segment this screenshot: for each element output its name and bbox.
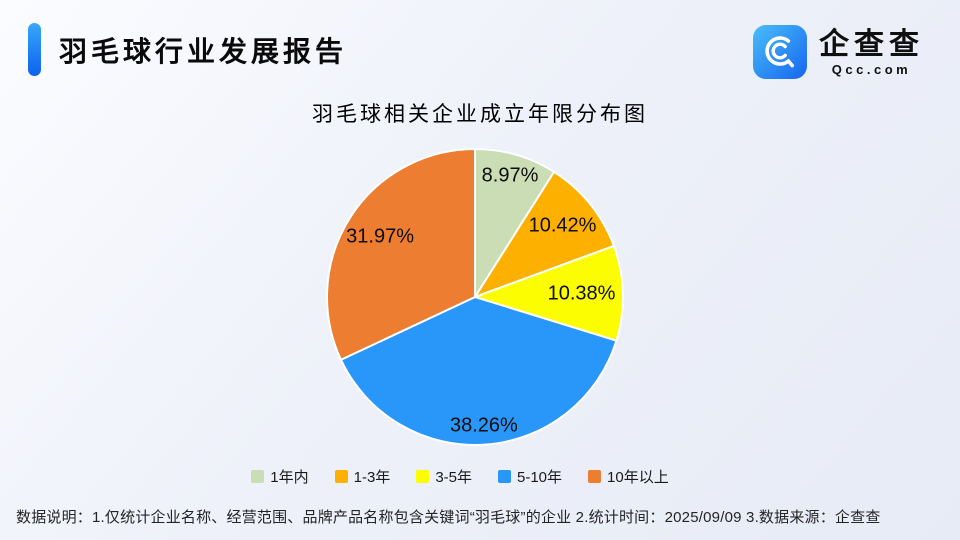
pie-slice-3-5年[interactable] <box>474 244 624 342</box>
legend-swatch <box>334 470 348 483</box>
pie-data-label: 31.97% <box>346 225 415 248</box>
chart-title: 羽毛球相关企业成立年限分布图 <box>312 103 648 126</box>
pie-slice-5-10年[interactable] <box>339 296 618 446</box>
legend-label: 3-5年 <box>435 469 472 486</box>
legend-swatch <box>498 470 511 483</box>
logo-text: 企查查 Qcc.com <box>819 28 924 77</box>
pie-data-label: 10.38% <box>547 282 616 305</box>
legend-label: 5-10年 <box>517 469 563 486</box>
page-title: 羽毛球行业发展报告 <box>59 35 348 67</box>
pie-slice-10年以上[interactable] <box>326 148 476 361</box>
chart-legend: 1年内 1-3年 3-5年 5-10年 10年以上 <box>0 466 920 487</box>
pie-data-label: 10.42% <box>528 214 597 237</box>
legend-swatch <box>251 470 265 483</box>
pie-data-label: 38.26% <box>449 414 518 436</box>
logo-domain: Qcc.com <box>831 61 912 77</box>
legend-item-10年以上[interactable]: 10年以上 <box>588 466 669 487</box>
legend-item-1-3年[interactable]: 1-3年 <box>334 466 391 487</box>
pie-data-label: 8.97% <box>481 164 539 187</box>
logo-name: 企查查 <box>819 27 924 61</box>
pie-slice-1年内[interactable] <box>474 148 556 298</box>
legend-label: 1-3年 <box>353 469 391 486</box>
qcc-magnifier-icon <box>753 25 807 79</box>
legend-item-5-10年[interactable]: 5-10年 <box>498 466 562 487</box>
legend-swatch <box>416 470 430 483</box>
qcc-logo: 企查查 Qcc.com <box>753 25 924 79</box>
pie-chart <box>326 148 624 446</box>
title-accent-bar <box>28 23 41 76</box>
report-header: 羽毛球行业发展报告 <box>28 23 347 76</box>
legend-label: 10年以上 <box>607 469 669 486</box>
legend-swatch <box>588 470 602 483</box>
legend-label: 1年内 <box>270 469 309 486</box>
footnote: 数据说明：1.仅统计企业名称、经营范围、品牌产品名称包含关键词“羽毛球”的企业 … <box>16 509 881 526</box>
legend-item-3-5年[interactable]: 3-5年 <box>416 466 472 487</box>
legend-item-1年内[interactable]: 1年内 <box>251 466 309 487</box>
pie-slice-1-3年[interactable] <box>474 170 615 298</box>
